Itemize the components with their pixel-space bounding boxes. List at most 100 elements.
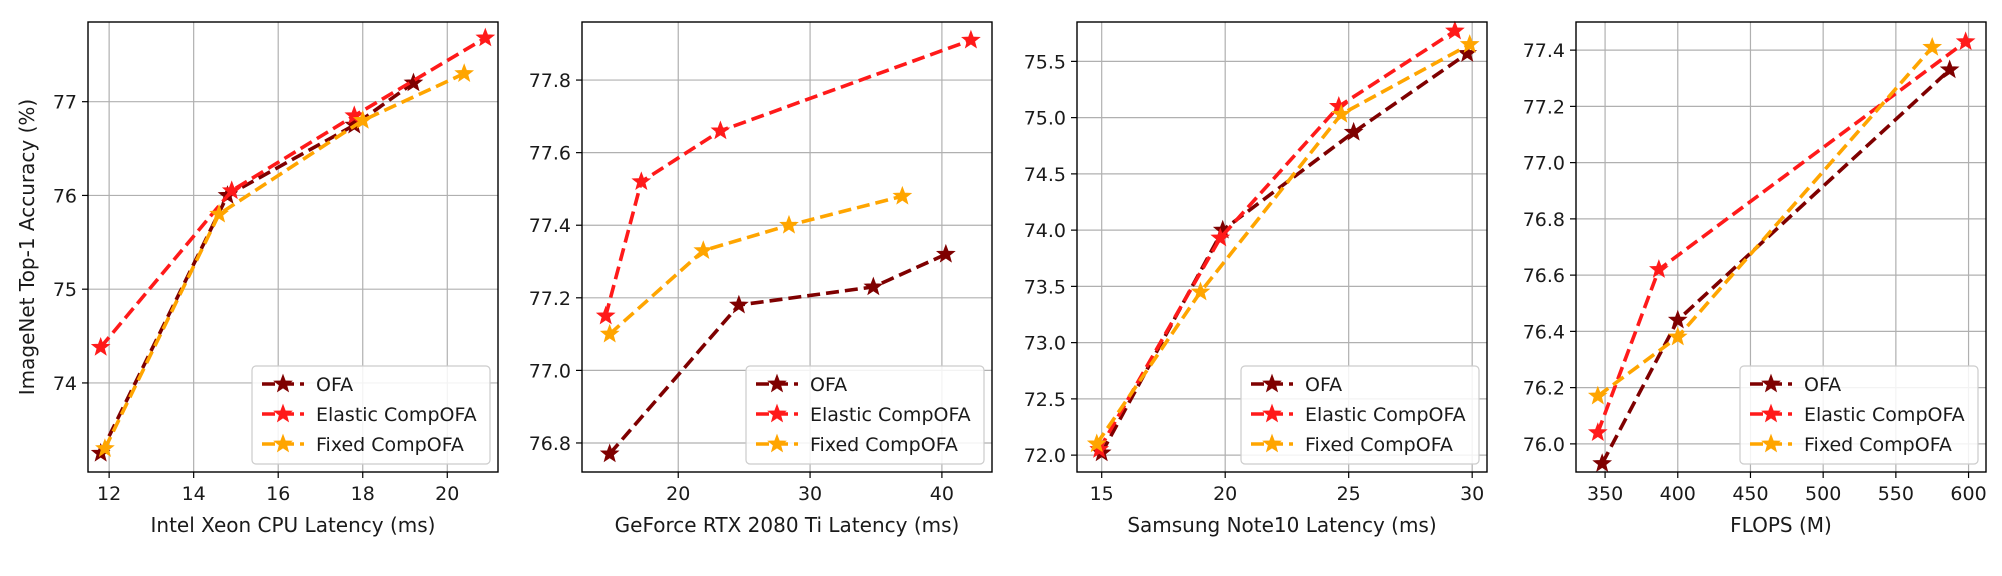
y-tick-label: 76.4 xyxy=(1523,321,1565,343)
y-tick-label: 74.5 xyxy=(1024,164,1066,186)
legend-label: Fixed CompOFA xyxy=(1804,434,1952,456)
y-tick-label: 77.4 xyxy=(1523,40,1565,62)
x-tick-label: 350 xyxy=(1587,483,1623,505)
x-axis-label: GeForce RTX 2080 Ti Latency (ms) xyxy=(615,513,960,537)
data-point-star xyxy=(1955,31,1976,51)
legend-label: Fixed CompOFA xyxy=(810,434,958,456)
y-tick-label: 77.4 xyxy=(529,215,571,237)
legend-box xyxy=(1739,365,1979,465)
legend-star xyxy=(273,373,293,393)
y-tick-label: 74 xyxy=(53,373,77,395)
y-tick-label: 75.0 xyxy=(1024,108,1066,130)
x-tick-label: 40 xyxy=(930,483,954,505)
chart-panel-2: 20 30 40 76.8 77.0 77.2 77.4 77.6 77.8 GeForce RT… xyxy=(529,21,993,537)
x-tick-label: 500 xyxy=(1805,483,1841,505)
legend-star xyxy=(767,403,787,423)
data-point-star xyxy=(1331,103,1352,123)
data-point-star xyxy=(95,438,115,457)
data-point-star xyxy=(599,323,620,343)
data-point-star xyxy=(1328,96,1349,115)
legend-star xyxy=(767,433,787,453)
legend-label: OFA xyxy=(1804,374,1841,396)
data-point-star xyxy=(631,171,652,191)
x-tick-label: 20 xyxy=(1213,483,1237,505)
data-point-star xyxy=(1086,433,1107,453)
y-tick-label: 76.2 xyxy=(1523,378,1565,400)
x-axis-label: Intel Xeon CPU Latency (ms) xyxy=(151,513,436,537)
x-axis-label: Samsung Note10 Latency (ms) xyxy=(1127,513,1436,537)
data-point-star xyxy=(729,294,749,314)
data-point-star xyxy=(892,185,913,205)
legend: OFA Elastic CompOFA Fixed CompOFA xyxy=(745,365,985,465)
data-point-star xyxy=(1587,385,1608,405)
data-point-star xyxy=(1649,259,1669,278)
data-point-star xyxy=(961,29,981,49)
x-tick-label: 18 xyxy=(351,483,375,505)
legend-box xyxy=(745,365,985,465)
data-point-star xyxy=(475,27,496,47)
x-tick-label: 16 xyxy=(266,483,290,505)
data-point-star xyxy=(403,72,424,92)
legend-star xyxy=(767,373,787,393)
data-point-star xyxy=(1667,309,1688,329)
data-point-star xyxy=(1939,59,1960,79)
data-point-star xyxy=(1592,453,1613,472)
legend-box xyxy=(251,365,491,465)
legend-star xyxy=(1262,433,1282,453)
plot-frame xyxy=(1076,21,1488,473)
x-tick-label: 15 xyxy=(1090,483,1114,505)
y-tick-label: 76 xyxy=(53,185,77,207)
x-tick-label: 550 xyxy=(1878,483,1914,505)
y-tick-label: 77.2 xyxy=(1523,96,1565,118)
series-line xyxy=(1596,46,1934,398)
legend: OFA Elastic CompOFA Fixed CompOFA xyxy=(1240,365,1480,465)
y-tick-label: 76.8 xyxy=(529,433,571,455)
legend-box xyxy=(1240,365,1480,465)
series-line xyxy=(1097,29,1456,451)
legend-label: OFA xyxy=(810,374,847,396)
y-tick-label: 75 xyxy=(53,279,77,301)
y-tick-label: 77.6 xyxy=(529,143,571,165)
x-tick-label: 30 xyxy=(1460,483,1484,505)
data-point-star xyxy=(90,336,111,356)
data-point-star xyxy=(936,243,956,263)
data-point-star xyxy=(1459,34,1480,53)
y-tick-label: 77.8 xyxy=(529,70,571,92)
x-tick-label: 20 xyxy=(666,483,690,505)
legend-star xyxy=(1262,373,1282,393)
data-point-star xyxy=(1922,36,1943,56)
chart-panel-1: 12 14 16 18 20 74 75 76 77 Intel Xeon CPU Latency… xyxy=(15,21,499,537)
data-point-star xyxy=(454,63,475,82)
data-point-star xyxy=(352,110,373,129)
x-tick-label: 30 xyxy=(798,483,822,505)
data-point-star xyxy=(221,180,242,200)
legend-label: OFA xyxy=(316,374,353,396)
data-point-star xyxy=(693,240,714,260)
series-line xyxy=(608,252,947,456)
series-line xyxy=(99,36,487,349)
y-tick-label: 77.2 xyxy=(529,288,571,310)
legend-label: Elastic CompOFA xyxy=(1305,404,1466,426)
legend-label: Elastic CompOFA xyxy=(1804,404,1965,426)
legend-star xyxy=(1262,403,1282,423)
legend-star xyxy=(1761,403,1781,423)
legend: OFA Elastic CompOFA Fixed CompOFA xyxy=(251,365,491,465)
x-tick-label: 600 xyxy=(1950,483,1986,505)
x-tick-label: 400 xyxy=(1660,483,1696,505)
y-tick-label: 76.0 xyxy=(1523,434,1565,456)
plot-frame xyxy=(87,21,499,473)
y-tick-label: 73.5 xyxy=(1024,276,1066,298)
legend-star xyxy=(273,403,293,423)
chart-panel-4: 350 400 450 500 550 600 76.0 76.2 76.4 76.6 76.8 77… xyxy=(1523,21,1987,537)
y-tick-label: 77 xyxy=(53,92,77,114)
series-line xyxy=(603,38,972,317)
data-point-star xyxy=(863,276,884,296)
data-point-star xyxy=(595,305,616,325)
legend-star xyxy=(1761,373,1781,393)
legend-star xyxy=(273,433,293,453)
x-tick-label: 450 xyxy=(1732,483,1768,505)
legend-label: OFA xyxy=(1305,374,1342,396)
plot-frame xyxy=(1575,21,1987,473)
y-axis-label: ImageNet Top-1 Accuracy (%) xyxy=(15,99,39,395)
